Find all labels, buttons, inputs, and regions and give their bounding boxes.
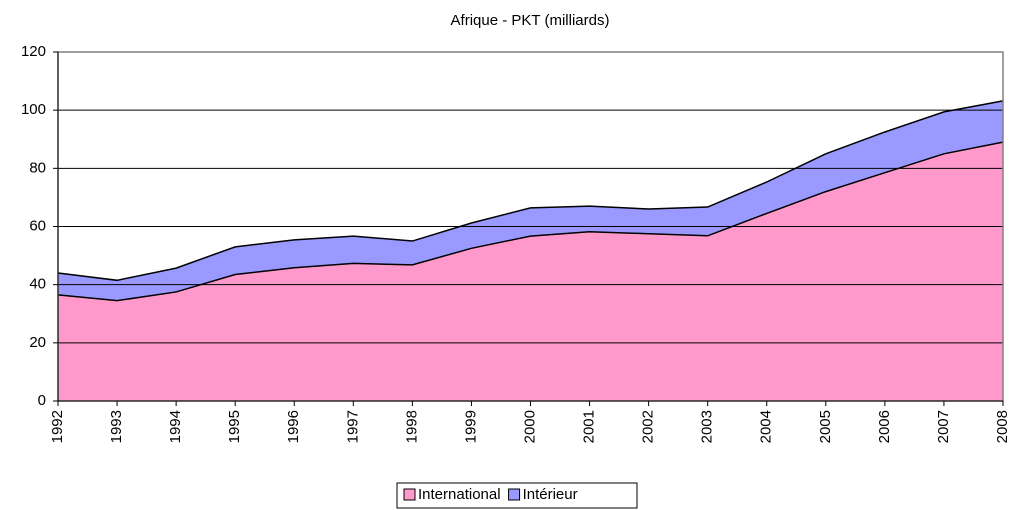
x-tick-label: 2005 (817, 410, 834, 443)
area-fill (58, 100, 1003, 301)
area-fill (58, 142, 1003, 402)
legend-swatch (403, 488, 416, 501)
y-tick-label: 20 (29, 334, 46, 351)
area-edge (57, 141, 1004, 302)
legend: International Intérieur (396, 482, 638, 509)
y-tick-label: 120 (21, 43, 46, 60)
x-tick-label: 2004 (758, 410, 775, 443)
y-tick-label: 100 (21, 101, 46, 118)
x-tick-label: 1993 (108, 410, 125, 443)
x-tick-label: 2002 (640, 410, 657, 443)
x-tick-label: 1997 (344, 410, 361, 443)
legend-label: Intérieur (523, 486, 578, 503)
x-tick-label: 2008 (994, 410, 1009, 443)
x-tick-label: 2006 (876, 410, 893, 443)
x-tick-label: 1996 (285, 410, 302, 443)
x-tick-label: 2007 (935, 410, 952, 443)
x-tick-label: 1994 (167, 410, 184, 443)
x-tick-label: 2001 (581, 410, 598, 443)
x-tick-label: 2003 (699, 410, 716, 443)
y-tick-label: 80 (29, 159, 46, 176)
x-tick-label: 1999 (462, 410, 479, 443)
area-edge (57, 100, 1004, 282)
x-tick-label: 1992 (49, 410, 66, 443)
x-tick-label: 1998 (403, 410, 420, 443)
y-tick-label: 40 (29, 276, 46, 293)
legend-label: International (418, 486, 501, 503)
legend-swatch (508, 488, 521, 501)
y-tick-label: 0 (38, 392, 46, 409)
chart-title: Afrique - PKT (milliards) (451, 12, 610, 29)
x-tick-label: 1995 (226, 410, 243, 443)
y-tick-label: 60 (29, 217, 46, 234)
x-tick-label: 2000 (521, 410, 538, 443)
